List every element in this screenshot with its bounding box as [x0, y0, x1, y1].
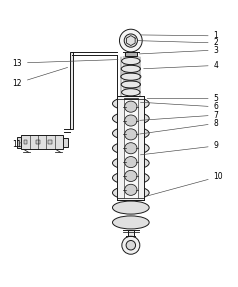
- Ellipse shape: [113, 201, 149, 214]
- Ellipse shape: [125, 184, 137, 195]
- Text: 6: 6: [140, 102, 218, 111]
- Text: 1: 1: [140, 31, 218, 40]
- Bar: [24, 140, 27, 144]
- Text: 5: 5: [147, 94, 218, 103]
- Text: 8: 8: [140, 119, 218, 134]
- Text: 3: 3: [139, 46, 218, 55]
- Ellipse shape: [113, 171, 149, 185]
- Ellipse shape: [125, 143, 137, 154]
- Bar: [17, 137, 21, 148]
- Circle shape: [119, 29, 142, 52]
- Text: 7: 7: [140, 110, 218, 120]
- Ellipse shape: [122, 57, 140, 65]
- Text: 4: 4: [144, 61, 218, 70]
- Ellipse shape: [113, 141, 149, 155]
- Ellipse shape: [122, 89, 140, 96]
- Ellipse shape: [113, 156, 149, 170]
- Bar: [128, 230, 134, 236]
- Ellipse shape: [113, 127, 149, 140]
- Ellipse shape: [121, 81, 140, 88]
- Ellipse shape: [113, 112, 149, 125]
- Text: 2: 2: [138, 38, 218, 47]
- Text: 13: 13: [12, 59, 118, 67]
- Bar: [124, 98, 138, 198]
- Ellipse shape: [125, 156, 137, 168]
- Ellipse shape: [113, 186, 149, 199]
- Bar: [36, 140, 40, 144]
- Ellipse shape: [113, 97, 149, 110]
- Text: 11: 11: [12, 140, 22, 149]
- Text: 10: 10: [147, 172, 223, 196]
- Ellipse shape: [121, 65, 140, 72]
- Circle shape: [122, 236, 140, 254]
- Ellipse shape: [125, 115, 137, 126]
- Bar: [63, 138, 68, 147]
- Bar: [117, 96, 144, 200]
- Text: 9: 9: [140, 141, 218, 155]
- Bar: [125, 52, 137, 56]
- Ellipse shape: [121, 73, 141, 80]
- Ellipse shape: [125, 101, 137, 112]
- Text: 12: 12: [12, 67, 68, 88]
- Bar: [21, 135, 63, 150]
- Circle shape: [126, 241, 136, 250]
- Circle shape: [124, 34, 138, 47]
- Bar: [70, 53, 73, 129]
- Ellipse shape: [113, 216, 149, 229]
- Ellipse shape: [125, 129, 137, 140]
- Ellipse shape: [125, 170, 137, 181]
- Bar: [48, 140, 52, 144]
